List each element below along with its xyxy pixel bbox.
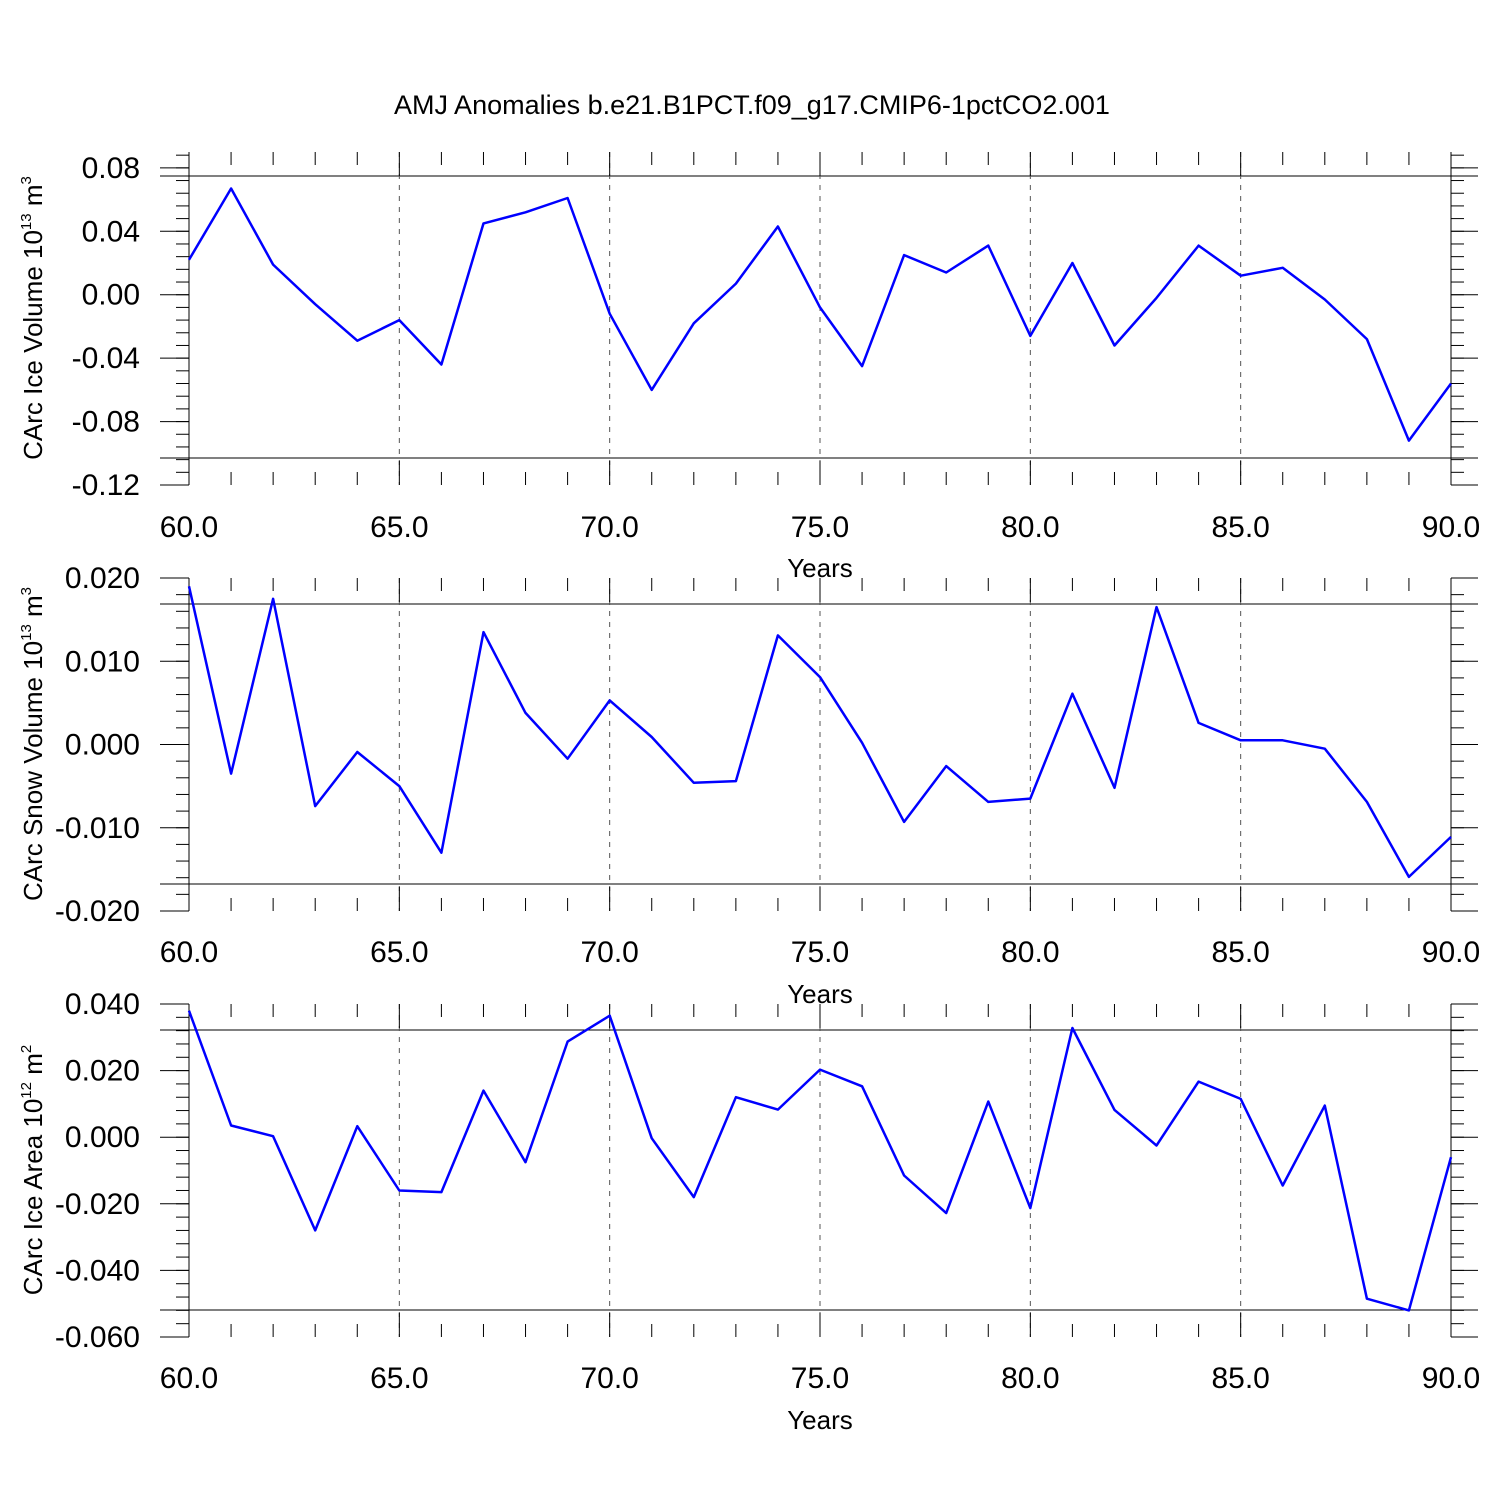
y-axis-title: CArc Snow Volume 1013 m3 (18, 587, 48, 901)
x-tick-label: 80.0 (1001, 936, 1059, 969)
x-tick-label: 70.0 (580, 936, 638, 969)
y-tick-label: 0.020 (65, 1055, 140, 1088)
y-tick-label: -0.020 (55, 1188, 140, 1221)
panel-ice-area: 0.040 0.020 0.000 -0.020 -0.040 -0.060 60.0 65.… (18, 988, 1480, 1435)
x-tick-label: 60.0 (160, 511, 218, 544)
chart-title: AMJ Anomalies b.e21.B1PCT.f09_g17.CMIP6-… (394, 90, 1110, 120)
x-tick-label: 60.0 (160, 936, 218, 969)
series-line (187, 1010, 1453, 1312)
x-tick-label: 80.0 (1001, 511, 1059, 544)
x-tick-label: 65.0 (370, 511, 428, 544)
x-tick-label: 80.0 (1001, 1362, 1059, 1395)
y-tick-label: -0.08 (72, 406, 140, 439)
y-tick-label: 0.010 (65, 645, 140, 678)
y-axis-title: CArc Ice Volume 1013 m3 (18, 176, 48, 460)
y-tick-label: 0.000 (65, 729, 140, 762)
x-tick-label: 70.0 (580, 511, 638, 544)
x-tick-label: 85.0 (1211, 511, 1269, 544)
series-line (187, 586, 1452, 879)
y-tick-label: 0.020 (65, 562, 140, 595)
panel-snow-volume: 0.020 0.010 0.000 -0.010 -0.020 60.0 65.0 70.0 7… (18, 562, 1480, 1009)
x-tick-label: 85.0 (1211, 936, 1269, 969)
x-tick-label: 65.0 (370, 1362, 428, 1395)
y-tick-label: 0.08 (82, 152, 140, 185)
y-tick-label: -0.020 (55, 895, 140, 928)
x-tick-label: 90.0 (1422, 1362, 1480, 1395)
y-tick-label: 0.04 (82, 215, 140, 248)
y-tick-label: 0.00 (82, 279, 140, 312)
y-tick-label: -0.12 (72, 469, 140, 502)
x-tick-label: 65.0 (370, 936, 428, 969)
x-tick-label: 70.0 (580, 1362, 638, 1395)
y-tick-label: -0.040 (55, 1254, 140, 1287)
y-tick-label: 0.000 (65, 1121, 140, 1154)
y-tick-label: -0.04 (72, 342, 140, 375)
x-tick-label: 90.0 (1422, 511, 1480, 544)
y-tick-label: -0.010 (55, 812, 140, 845)
x-tick-label: 75.0 (791, 936, 849, 969)
x-tick-label: 75.0 (791, 1362, 849, 1395)
x-tick-label: 75.0 (791, 511, 849, 544)
series-line (187, 187, 1453, 442)
panel-ice-volume: 0.08 0.04 0.00 -0.04 -0.08 -0.12 60.0 65.0 70.0 7… (18, 152, 1480, 583)
y-tick-label: -0.060 (55, 1321, 140, 1354)
y-tick-label: 0.040 (65, 988, 140, 1021)
x-tick-label: 85.0 (1211, 1362, 1269, 1395)
x-tick-label: 90.0 (1422, 936, 1480, 969)
x-axis-title: Years (787, 1405, 853, 1435)
y-axis-title: CArc Ice Area 1012 m2 (18, 1045, 48, 1295)
x-tick-label: 60.0 (160, 1362, 218, 1395)
